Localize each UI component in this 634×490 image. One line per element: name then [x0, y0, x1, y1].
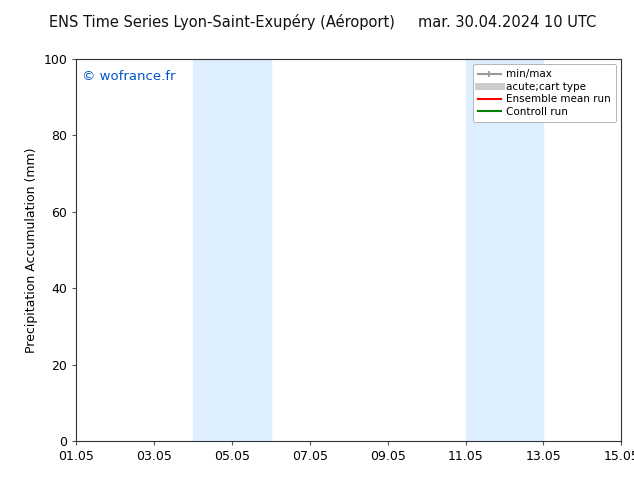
Legend: min/max, acute;cart type, Ensemble mean run, Controll run: min/max, acute;cart type, Ensemble mean …	[473, 64, 616, 122]
Bar	[465, 59, 543, 441]
Bar	[193, 59, 271, 441]
Y-axis label: Precipitation Accumulation (mm): Precipitation Accumulation (mm)	[25, 147, 37, 353]
Text: ENS Time Series Lyon-Saint-Exupéry (Aéroport): ENS Time Series Lyon-Saint-Exupéry (Aéro…	[49, 14, 395, 30]
Text: mar. 30.04.2024 10 UTC: mar. 30.04.2024 10 UTC	[418, 15, 597, 29]
Text: © wofrance.fr: © wofrance.fr	[82, 70, 175, 83]
